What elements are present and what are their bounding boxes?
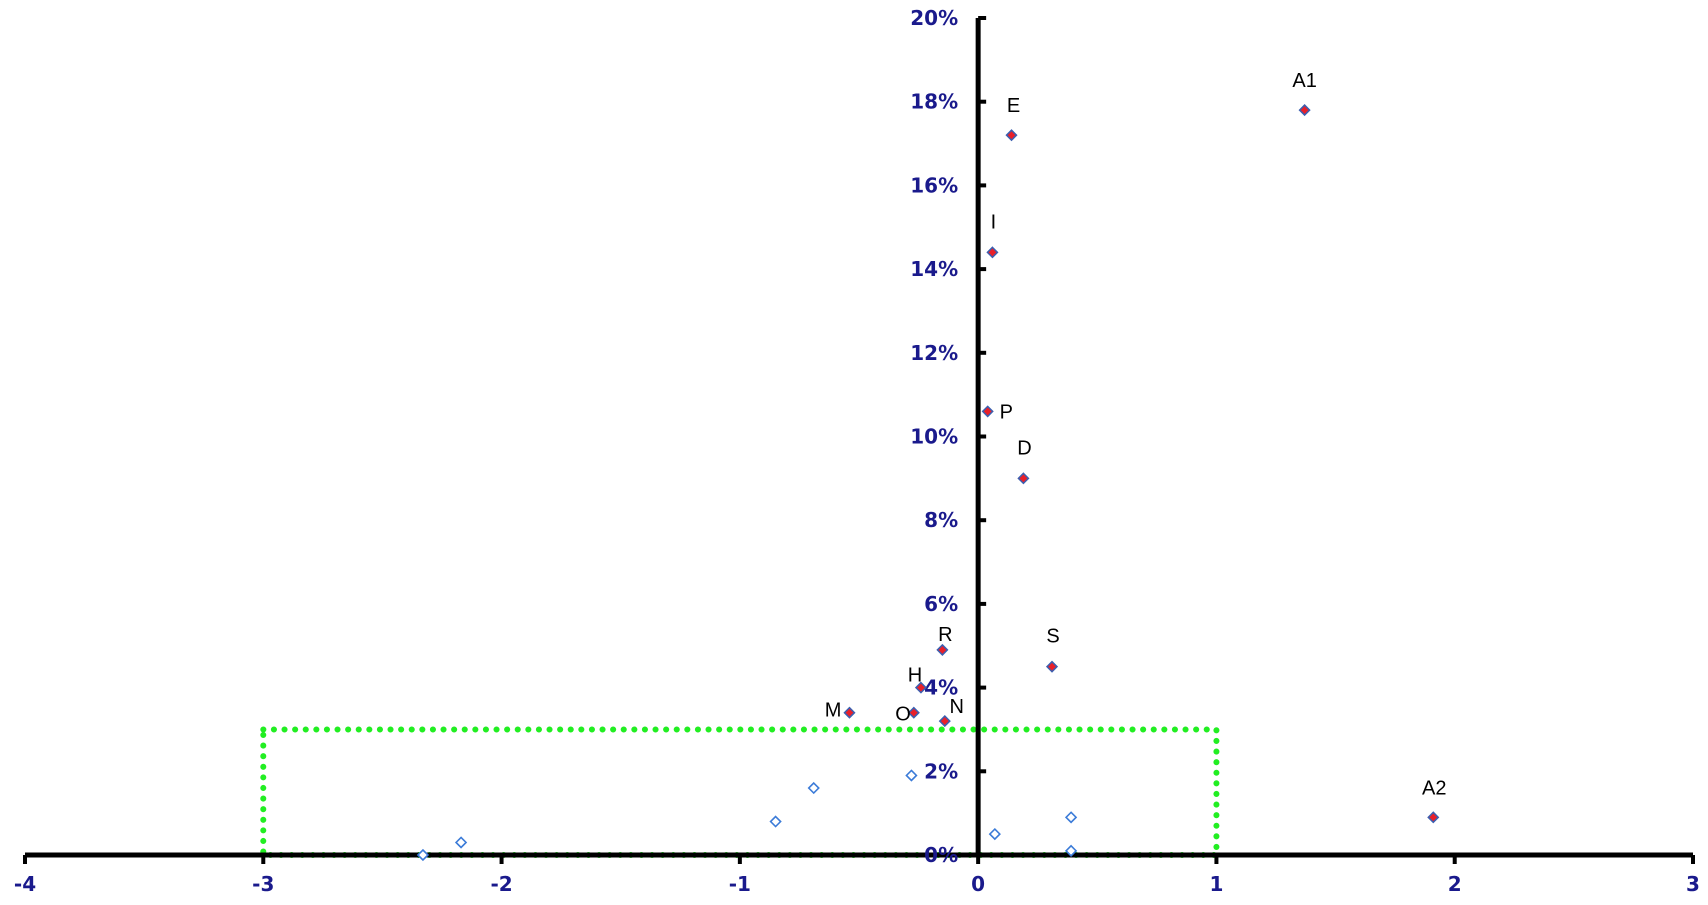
x-tick-label: -1 [729,872,751,896]
data-point-marker [914,681,928,694]
y-tick-label: 16% [910,173,958,197]
data-point-marker [981,405,994,418]
highlight-box-layer [260,726,1220,859]
data-point-label: E [1007,95,1020,117]
y-tick-label: 4% [924,676,958,700]
axes-layer: -4 -3 -2 -1 0 1 2 3 0% 2% 4% 6% 8% 10% 12% 14% 16% 18% 20% [14,6,1700,896]
x-tick-label: 3 [1686,872,1700,896]
y-tick-label: 18% [910,90,958,114]
data-point-marker [986,246,999,259]
data-point-marker [1005,129,1018,142]
data-point-marker-hollow [807,781,820,795]
data-point-marker [1298,104,1311,117]
y-tick-label: 8% [924,508,958,532]
y-tick-label: 14% [910,257,958,281]
data-point-label: A2 [1422,777,1446,799]
x-tick-label: -4 [14,872,36,896]
data-point-marker [907,706,920,719]
data-point-marker-hollow [416,848,430,862]
data-point-marker-hollow [454,836,468,849]
data-point-label: D [1017,437,1031,459]
y-tick-label: 6% [924,592,958,616]
data-point-label: A1 [1292,70,1316,92]
y-tick-label: 2% [924,759,958,783]
data-point-marker-hollow [1064,811,1078,824]
data-point-label: O [895,704,911,726]
y-tick-label: 20% [910,6,958,30]
y-tick-label: 0% [924,843,958,867]
data-point-label: R [938,624,952,646]
data-point-label: N [950,696,964,718]
data-point-label: P [1000,401,1013,423]
x-tick-label: 0 [971,872,985,896]
x-tick-label: -2 [490,872,512,896]
highlight-box [260,726,1220,859]
data-point-label: I [991,211,997,233]
points-layer [416,104,1440,862]
data-point-marker [843,706,856,719]
data-point-marker [936,643,949,656]
data-point-marker [1427,811,1440,824]
data-point-marker [938,715,951,728]
y-tick-label: 10% [910,425,958,449]
x-tick-label: 1 [1209,872,1223,896]
x-tick-label: 2 [1448,872,1462,896]
y-tick-label: 12% [910,341,958,365]
data-point-label: H [908,665,922,687]
data-point-label: S [1046,626,1059,648]
data-point-marker-hollow [769,815,782,828]
data-point-label: M [825,700,842,722]
data-point-marker-hollow [1064,844,1078,857]
data-point-marker [1017,472,1030,485]
data-point-marker-hollow [988,827,1001,841]
data-point-marker-hollow [905,769,918,782]
data-point-marker [1045,660,1059,673]
x-tick-label: -3 [252,872,274,896]
labels-layer: A1 E I PD R S H M O N A2 [825,70,1447,799]
